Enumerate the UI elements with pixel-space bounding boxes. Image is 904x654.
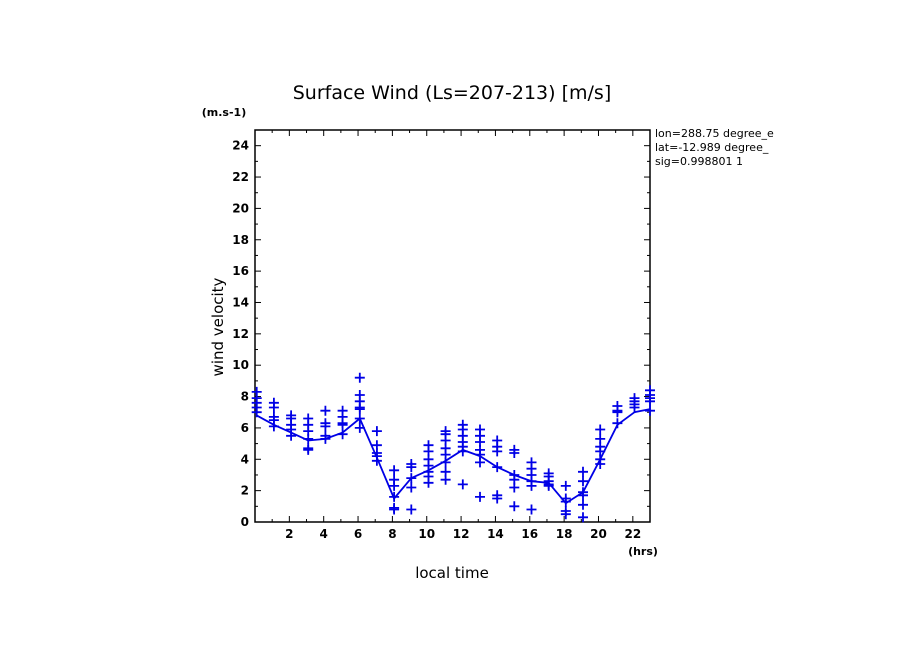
scatter-point — [389, 491, 400, 502]
scatter-point — [543, 480, 554, 491]
scatter-point — [578, 490, 588, 501]
scatter-point — [509, 501, 520, 512]
scatter-point — [389, 480, 400, 491]
x-tick-label: 16 — [521, 527, 538, 541]
x-tick-label: 22 — [624, 527, 641, 541]
scatter-point — [406, 504, 417, 515]
scatter-point — [645, 396, 655, 407]
y-tick-label: 10 — [232, 358, 249, 372]
scatter-point — [406, 462, 417, 473]
scatter-point — [475, 457, 485, 468]
scatter-point — [303, 444, 314, 455]
y-tick-label: 16 — [232, 264, 249, 278]
scatter-point — [440, 474, 451, 485]
scatter-point — [268, 402, 279, 413]
scatter-point — [492, 462, 503, 473]
y-tick-label: 12 — [232, 327, 249, 341]
scatter-point — [337, 429, 348, 440]
scatter-point — [560, 509, 571, 520]
x-tick-label: 8 — [388, 527, 396, 541]
scatter-point — [354, 413, 365, 424]
scatter-point — [475, 491, 485, 502]
scatter-point — [492, 493, 503, 504]
scatter-point — [389, 465, 400, 476]
scatter-point — [320, 433, 331, 444]
y-tick-label: 14 — [232, 295, 249, 309]
x-axis-label: local time — [415, 564, 489, 582]
plot-frame — [254, 129, 651, 523]
scatter-point — [320, 405, 331, 416]
scatter-point — [440, 457, 451, 468]
y-tick-label: 4 — [241, 452, 249, 466]
x-unit-label: (hrs) — [628, 545, 658, 558]
scatter-point — [354, 372, 365, 383]
y-tick-label: 18 — [232, 233, 249, 247]
scatter-point — [457, 479, 468, 490]
scatter-point — [612, 407, 623, 418]
scatter-point — [423, 477, 434, 488]
scatter-point — [406, 482, 417, 493]
chart-title: Surface Wind (Ls=207-213) [m/s] — [293, 82, 612, 104]
scatter-point — [629, 402, 640, 413]
scatter-point — [578, 476, 588, 487]
y-tick-label: 2 — [241, 484, 249, 498]
scatter-point — [612, 418, 623, 429]
scatter-point — [526, 504, 537, 515]
scatter-point — [595, 424, 606, 435]
scatter-point — [354, 422, 365, 433]
scatter-point — [578, 512, 588, 523]
annotation-lon: lon=288.75 degree_e — [655, 127, 774, 140]
x-tick-label: 12 — [453, 527, 470, 541]
scatter-point — [303, 433, 314, 444]
scatter-point — [645, 405, 655, 416]
y-tick-label: 6 — [241, 421, 249, 435]
scatter-point — [578, 466, 588, 477]
y-tick-label: 8 — [241, 390, 249, 404]
y-unit-label: (m.s-1) — [202, 106, 246, 119]
x-tick-label: 20 — [590, 527, 607, 541]
scatter-point — [320, 421, 331, 432]
scatter-point — [526, 480, 537, 491]
scatter-point — [286, 430, 297, 441]
scatter-point — [354, 404, 365, 415]
scatter-point — [371, 455, 382, 466]
scatter-point — [389, 504, 400, 515]
scatter-point — [578, 499, 588, 510]
scatter-point — [268, 421, 279, 432]
y-tick-label: 20 — [232, 201, 249, 215]
scatter-point — [560, 496, 571, 507]
scatter-point — [509, 482, 520, 493]
x-tick-label: 2 — [285, 527, 293, 541]
annotation-lat: lat=-12.989 degree_ — [655, 141, 769, 154]
scatter-point — [509, 448, 520, 458]
scatter-point — [406, 473, 417, 484]
scatter-point — [371, 426, 382, 437]
annotation-sig: sig=0.998801 1 — [655, 155, 743, 168]
scatter-point — [560, 480, 571, 491]
scatter-point — [337, 419, 348, 430]
x-tick-label: 4 — [320, 527, 328, 541]
y-tick-label: 24 — [232, 139, 249, 153]
mean-line — [256, 408, 651, 505]
x-tick-label: 14 — [487, 527, 504, 541]
scatter-point — [492, 446, 503, 457]
y-tick-label: 22 — [232, 170, 249, 184]
scatter-point — [595, 459, 606, 469]
x-tick-label: 18 — [556, 527, 573, 541]
scatter-point — [251, 407, 262, 418]
x-tick-label: 10 — [418, 527, 435, 541]
y-axis-label: wind velocity — [209, 277, 227, 376]
y-tick-label: 0 — [241, 515, 249, 529]
x-tick-label: 6 — [354, 527, 362, 541]
scatter-point — [457, 446, 468, 457]
